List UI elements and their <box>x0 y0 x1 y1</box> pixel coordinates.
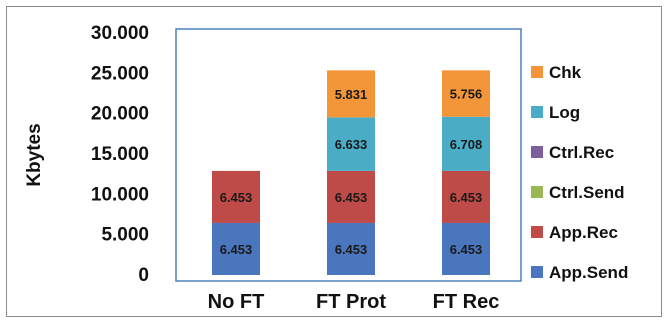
legend-label: Ctrl.Rec <box>549 143 614 162</box>
data-label: 6.453 <box>450 242 483 257</box>
legend-swatch <box>531 266 543 278</box>
y-tick-label: 30.000 <box>91 23 149 44</box>
plot-area-border <box>175 28 522 282</box>
data-label: 6.453 <box>220 242 253 257</box>
data-label: 5.831 <box>335 87 368 102</box>
legend-swatch <box>531 106 543 118</box>
stacked-bar-chart: 0 5.000 10.000 15.000 20.000 25.000 30.000 6.4… <box>24 23 628 313</box>
bar-segment <box>442 222 490 275</box>
legend-swatch <box>531 186 543 198</box>
data-label: 6.708 <box>450 137 483 152</box>
bar-segment <box>442 170 490 223</box>
bar-segment <box>327 222 375 275</box>
y-axis-title: Kbytes <box>24 123 45 186</box>
legend-label: Ctrl.Send <box>549 183 625 202</box>
x-category-label: FT Rec <box>433 291 500 313</box>
data-label: 5.756 <box>450 87 483 102</box>
data-label: 6.453 <box>220 190 253 205</box>
bar-segment <box>327 117 375 171</box>
legend-label: Chk <box>549 63 582 82</box>
x-category-label: FT Prot <box>316 291 386 313</box>
legend-swatch <box>531 146 543 158</box>
data-label: 6.633 <box>335 137 368 152</box>
bars: 6.453 6.453 6.453 6.453 6.633 5.831 6.453 6.453… <box>212 70 490 275</box>
x-category-label: No FT <box>208 291 265 313</box>
y-tick-label: 20.000 <box>91 104 149 125</box>
bar-segment <box>442 116 490 171</box>
y-tick-label: 0 <box>138 265 149 286</box>
x-axis-labels: No FT FT Prot FT Rec <box>208 291 500 313</box>
legend-label: App.Send <box>549 263 628 282</box>
chart-frame: 0 5.000 10.000 15.000 20.000 25.000 30.000 6.4… <box>6 6 662 317</box>
y-tick-label: 10.000 <box>91 184 149 205</box>
y-tick-label: 5.000 <box>101 225 149 246</box>
bar-segment <box>327 170 375 223</box>
data-label: 6.453 <box>335 242 368 257</box>
data-label: 6.453 <box>335 190 368 205</box>
bar-segment <box>442 70 490 117</box>
legend-label: App.Rec <box>549 223 618 242</box>
y-tick-label: 15.000 <box>91 144 149 165</box>
legend-swatch <box>531 226 543 238</box>
y-tick-label: 25.000 <box>91 63 149 84</box>
legend-swatch <box>531 66 543 78</box>
bar-segment <box>327 70 375 118</box>
y-axis-ticks: 0 5.000 10.000 15.000 20.000 25.000 30.000 <box>91 23 149 286</box>
legend-label: Log <box>549 103 580 122</box>
legend: Chk Log Ctrl.Rec Ctrl.Send App.Rec App.Send <box>531 63 628 282</box>
bar-segment <box>212 222 260 275</box>
bar-segment <box>212 170 260 223</box>
data-label: 6.453 <box>450 190 483 205</box>
